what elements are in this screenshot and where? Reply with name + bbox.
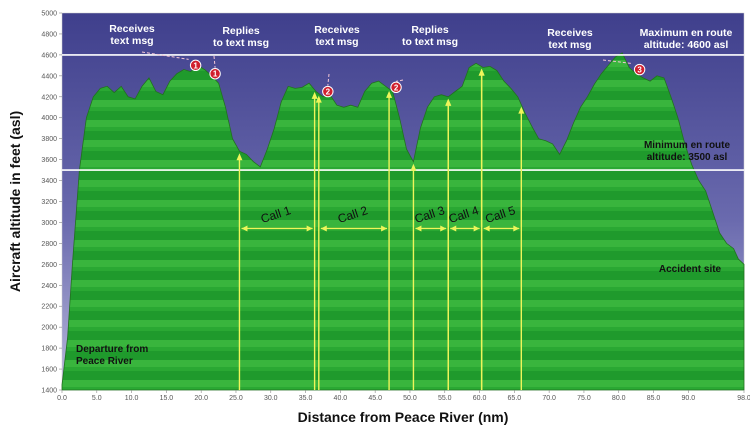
call-arrowhead-left xyxy=(450,225,457,232)
x-tick-label: 75.0 xyxy=(577,395,591,402)
message-marker xyxy=(322,85,334,98)
y-tick-label: 4000 xyxy=(41,115,57,122)
y-tick-label: 5000 xyxy=(41,11,57,18)
x-axis-title: Distance from Peace River (nm) xyxy=(298,409,509,425)
y-tick-label: 1400 xyxy=(41,388,57,395)
y-tick-label: 2600 xyxy=(41,262,57,269)
call-boundary-arrowhead xyxy=(315,95,322,103)
x-tick-label: 35.0 xyxy=(299,395,313,402)
call-arrowhead-left xyxy=(415,225,422,232)
y-tick-label: 3200 xyxy=(41,199,57,206)
y-tick-label: 2200 xyxy=(41,304,57,311)
x-tick-label: 10.0 xyxy=(125,395,139,402)
y-tick-label: 3600 xyxy=(41,157,57,164)
call-arrowhead-left xyxy=(483,225,490,232)
marker-leader-line xyxy=(327,73,330,86)
call-boundary-arrowhead xyxy=(518,106,525,114)
call-boundary-arrowhead xyxy=(311,91,318,99)
x-tick-label: 20.0 xyxy=(194,395,208,402)
message-marker xyxy=(209,68,221,80)
x-tick-label: 50.0 xyxy=(403,395,417,402)
y-tick-label: 2000 xyxy=(41,325,57,332)
call-arrowhead-right xyxy=(306,225,313,232)
x-tick-label: 90.0 xyxy=(682,395,696,402)
y-tick-label: 4600 xyxy=(41,52,57,59)
y-tick-label: 3000 xyxy=(41,220,57,227)
x-tick-label: 45.0 xyxy=(368,395,382,402)
departure-label: Departure from Peace River xyxy=(76,344,148,367)
call-arrowhead-right xyxy=(440,225,447,232)
call-boundary-arrowhead xyxy=(410,163,417,171)
y-axis-title: Aircraft altitude in feet (asl) xyxy=(7,111,23,292)
marker-annotation: Receives text msg xyxy=(314,24,360,48)
call-arrowhead-right xyxy=(381,225,388,232)
min-altitude-label: Minimum en route altitude: 3500 asl xyxy=(644,140,731,163)
marker-annotation: Receives text msg xyxy=(547,27,593,51)
x-tick-label: 15.0 xyxy=(160,395,174,402)
y-tick-label: 1800 xyxy=(41,346,57,353)
message-marker xyxy=(633,63,646,76)
call-arrowhead-left xyxy=(241,225,248,232)
y-tick-label: 4800 xyxy=(41,31,57,38)
x-tick-label: 98.0 xyxy=(737,395,750,402)
call-arrowhead-left xyxy=(320,225,327,232)
x-tick-label: 40.0 xyxy=(334,395,348,402)
x-tick-label: 80.0 xyxy=(612,395,626,402)
marker-leader-line xyxy=(213,55,216,68)
x-tick-label: 55.0 xyxy=(438,395,452,402)
marker-annotation: Receives text msg xyxy=(109,23,155,47)
call-arrowhead-right xyxy=(513,225,520,232)
marker-leader-line xyxy=(141,51,189,60)
marker-annotation: Replies to text msg xyxy=(213,25,269,49)
call-boundary-arrowhead xyxy=(478,68,485,76)
x-tick-label: 60.0 xyxy=(473,395,487,402)
altitude-area xyxy=(61,52,745,391)
y-tick-label: 4200 xyxy=(41,94,57,101)
message-marker-number: 2 xyxy=(326,88,331,97)
accident-label: Accident site xyxy=(659,264,722,275)
message-marker-number: 3 xyxy=(637,66,642,75)
x-tick-label: 25.0 xyxy=(229,395,243,402)
y-tick-label: 3800 xyxy=(41,136,57,143)
y-tick-label: 3400 xyxy=(41,178,57,185)
x-tick-label: 30.0 xyxy=(264,395,278,402)
message-marker-number: 1 xyxy=(213,70,218,79)
call-boundary-arrowhead xyxy=(236,153,243,161)
y-tick-label: 1600 xyxy=(41,367,57,374)
message-marker-number: 1 xyxy=(193,61,198,70)
call-boundary-arrowhead xyxy=(445,98,452,106)
max-altitude-label: Maximum en route altitude: 4600 asl xyxy=(640,27,733,51)
message-marker xyxy=(390,81,402,94)
y-tick-label: 2800 xyxy=(41,241,57,248)
message-marker xyxy=(189,59,202,72)
marker-leader-line xyxy=(395,79,404,82)
x-tick-label: 0.0 xyxy=(57,395,67,402)
call-boundary-arrowhead xyxy=(386,90,393,98)
y-tick-label: 2400 xyxy=(41,283,57,290)
x-tick-label: 5.0 xyxy=(92,395,102,402)
x-tick-label: 65.0 xyxy=(508,395,522,402)
marker-annotation: Replies to text msg xyxy=(402,24,458,48)
x-tick-label: 85.0 xyxy=(647,395,661,402)
message-marker-number: 2 xyxy=(394,83,399,92)
y-tick-label: 4400 xyxy=(41,73,57,80)
call-arrowhead-right xyxy=(473,225,480,232)
x-tick-label: 70.0 xyxy=(542,395,556,402)
